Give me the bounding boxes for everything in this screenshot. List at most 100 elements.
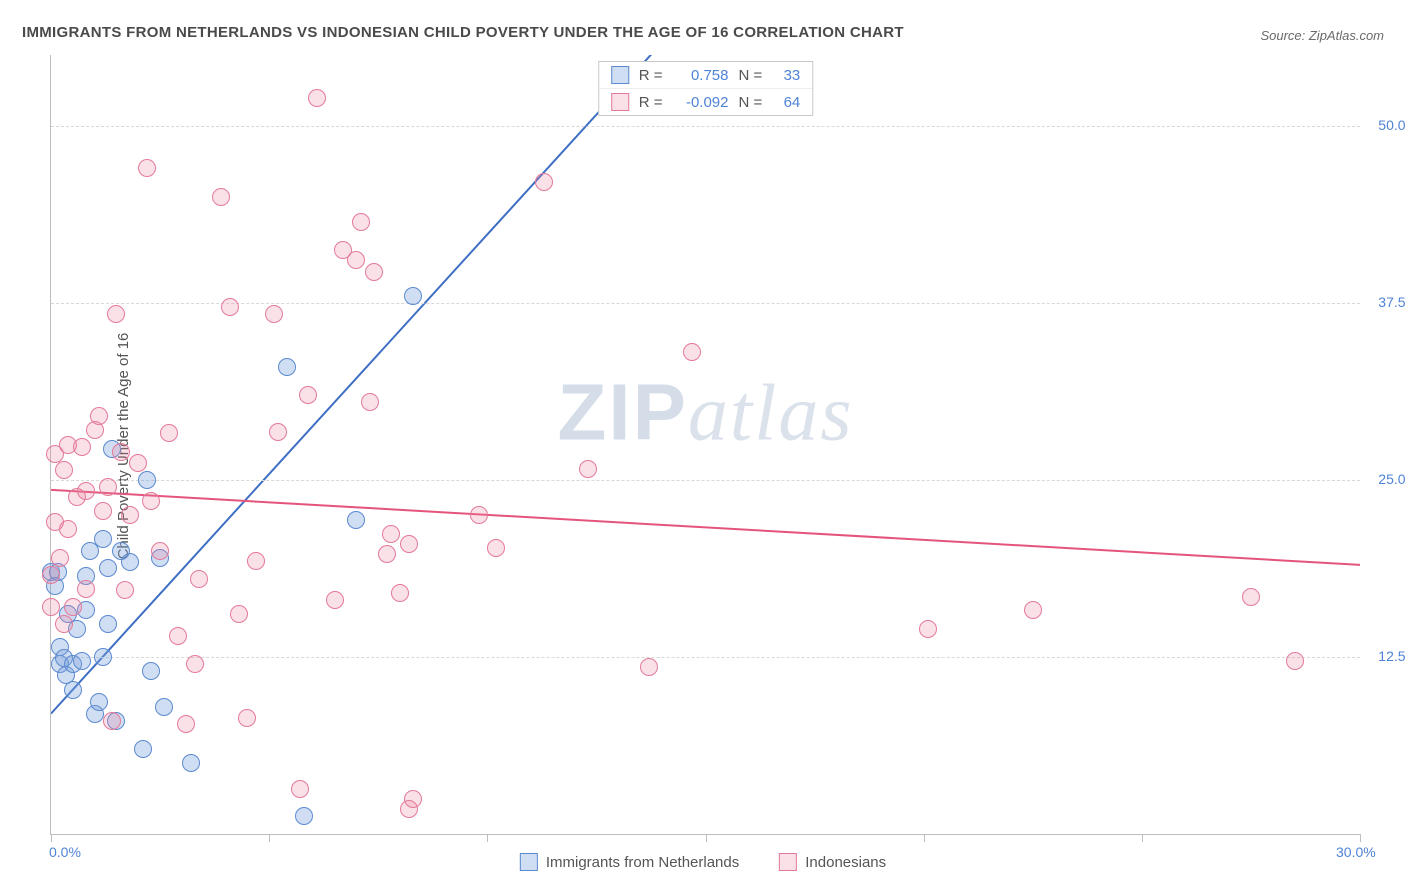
data-point [378,545,396,563]
data-point [278,358,296,376]
data-point [138,159,156,177]
data-point [404,790,422,808]
data-point [116,581,134,599]
data-point [90,407,108,425]
data-point [382,525,400,543]
data-point [73,438,91,456]
data-point [160,424,178,442]
scatter-plot-area: ZIPatlas R = 0.758 N = 33 R = -0.092 N =… [50,55,1360,835]
y-tick-label: 37.5% [1378,294,1406,310]
n-value-blue: 33 [772,67,800,84]
watermark-zip: ZIP [557,368,687,457]
gridline [51,657,1360,658]
data-point [295,807,313,825]
x-tick [706,834,707,842]
watermark-atlas: atlas [688,370,854,458]
legend-row-blue: R = 0.758 N = 33 [599,62,813,88]
data-point [640,658,658,676]
x-tick [487,834,488,842]
data-point [169,627,187,645]
n-value-pink: 64 [772,94,800,111]
gridline [51,303,1360,304]
data-point [404,287,422,305]
data-point [77,482,95,500]
data-point [1286,652,1304,670]
x-tick [1360,834,1361,842]
data-point [177,715,195,733]
data-point [55,461,73,479]
data-point [103,712,121,730]
data-point [107,305,125,323]
correlation-legend: R = 0.758 N = 33 R = -0.092 N = 64 [598,61,814,116]
x-tick [1142,834,1143,842]
data-point [99,559,117,577]
data-point [99,615,117,633]
data-point [269,423,287,441]
data-point [579,460,597,478]
data-point [155,698,173,716]
r-value-pink: -0.092 [673,94,729,111]
data-point [112,443,130,461]
data-point [142,662,160,680]
data-point [212,188,230,206]
y-tick-label: 50.0% [1378,117,1406,133]
data-point [138,471,156,489]
watermark: ZIPatlas [557,367,853,460]
gridline [51,480,1360,481]
n-label: N = [739,94,763,111]
data-point [94,530,112,548]
data-point [64,598,82,616]
square-icon [611,93,629,111]
data-point [94,648,112,666]
data-point [683,343,701,361]
data-point [142,492,160,510]
data-point [535,173,553,191]
data-point [230,605,248,623]
square-icon [611,66,629,84]
data-point [129,454,147,472]
data-point [51,549,69,567]
legend-label-pink: Indonesians [805,854,886,871]
data-point [361,393,379,411]
data-point [121,506,139,524]
data-point [59,520,77,538]
legend-item-blue: Immigrants from Netherlands [520,853,739,871]
x-tick-label: 30.0% [1336,844,1376,860]
data-point [182,754,200,772]
data-point [247,552,265,570]
data-point [90,693,108,711]
x-tick-label: 0.0% [49,844,81,860]
data-point [55,615,73,633]
data-point [919,620,937,638]
r-value-blue: 0.758 [673,67,729,84]
data-point [400,535,418,553]
data-point [99,478,117,496]
data-point [1242,588,1260,606]
data-point [238,709,256,727]
series-legend: Immigrants from Netherlands Indonesians [520,852,886,872]
data-point [291,780,309,798]
x-tick [51,834,52,842]
square-icon [520,853,538,871]
r-label: R = [639,67,663,84]
data-point [151,542,169,560]
data-point [308,89,326,107]
data-point [73,652,91,670]
legend-item-pink: Indonesians [779,853,886,871]
data-point [42,566,60,584]
data-point [186,655,204,673]
x-tick [269,834,270,842]
square-icon [779,853,797,871]
legend-row-pink: R = -0.092 N = 64 [599,88,813,115]
y-tick-label: 12.5% [1378,648,1406,664]
data-point [121,553,139,571]
data-point [299,386,317,404]
gridline [51,126,1360,127]
data-point [347,251,365,269]
data-point [94,502,112,520]
data-point [352,213,370,231]
legend-label-blue: Immigrants from Netherlands [546,854,739,871]
data-point [470,506,488,524]
data-point [134,740,152,758]
data-point [487,539,505,557]
